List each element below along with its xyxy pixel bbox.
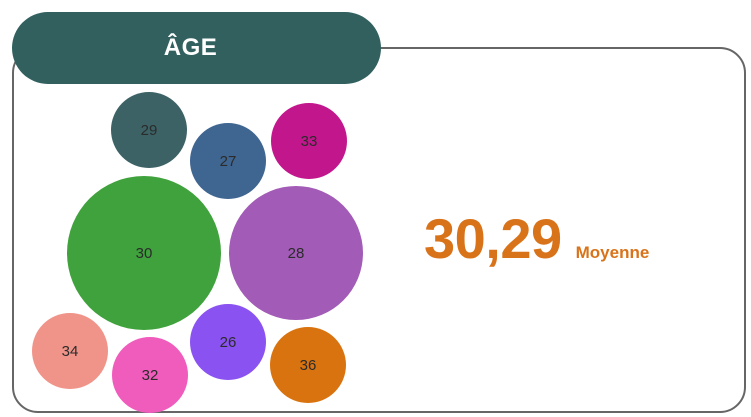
- age-header-tab: ÂGE: [12, 12, 381, 84]
- bubble-28: 28: [229, 186, 363, 320]
- bubble-29-label: 29: [141, 122, 158, 139]
- bubble-33-circle: [271, 103, 347, 179]
- bubble-27-label: 27: [220, 153, 237, 170]
- bubble-33: 33: [271, 103, 347, 179]
- bubble-28-circle: [229, 186, 363, 320]
- bubble-26: 26: [190, 304, 266, 380]
- bubble-33-label: 33: [301, 133, 318, 150]
- bubble-28-label: 28: [288, 245, 305, 262]
- bubble-36-circle: [270, 327, 346, 403]
- bubble-29-circle: [111, 92, 187, 168]
- bubble-34-label: 34: [62, 343, 79, 360]
- average-stat: 30,29 Moyenne: [424, 206, 649, 271]
- bubble-27-circle: [190, 123, 266, 199]
- bubble-32-label: 32: [142, 367, 159, 384]
- bubble-27: 27: [190, 123, 266, 199]
- bubble-30-label: 30: [136, 245, 153, 262]
- bubble-34-circle: [32, 313, 108, 389]
- bubble-30-circle: [67, 176, 221, 330]
- age-title: ÂGE: [163, 34, 218, 61]
- bubble-26-circle: [190, 304, 266, 380]
- bubble-34: 34: [32, 313, 108, 389]
- bubble-32: 32: [112, 337, 188, 413]
- bubble-29: 29: [111, 92, 187, 168]
- bubble-32-circle: [112, 337, 188, 413]
- bubble-36-label: 36: [300, 357, 317, 374]
- bubble-36: 36: [270, 327, 346, 403]
- average-label: Moyenne: [575, 243, 650, 262]
- bubble-30: 30: [67, 176, 221, 330]
- bubble-26-label: 26: [220, 334, 237, 351]
- average-value: 30,29: [424, 207, 562, 270]
